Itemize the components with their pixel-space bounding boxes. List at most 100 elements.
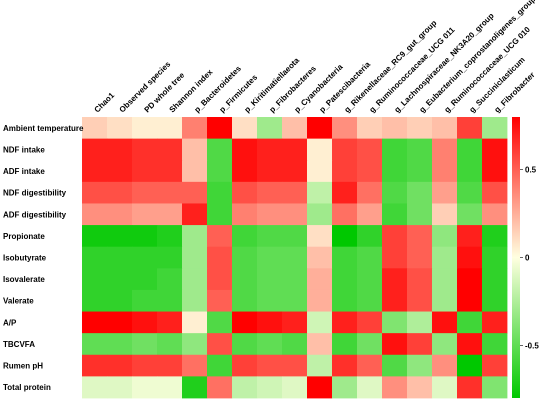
heatmap-cell [307,268,333,291]
heatmap-cell [332,376,358,399]
heatmap-cell [382,203,408,226]
heatmap-cell [482,354,508,377]
heatmap-cell [282,181,308,204]
heatmap-cell [232,160,258,183]
heatmap-cell [482,181,508,204]
heatmap-cell [332,246,358,269]
heatmap-cell [82,203,108,226]
heatmap-cell [432,203,458,226]
heatmap-cell [107,333,133,356]
heatmap-cell [407,311,433,334]
heatmap-cell [232,203,258,226]
heatmap-cell [357,160,383,183]
heatmap-cell [182,354,208,377]
heatmap-cell [457,354,483,377]
heatmap-cell [182,203,208,226]
heatmap-cell [282,117,308,140]
heatmap-cell [407,181,433,204]
heatmap-cell [307,203,333,226]
heatmap-cell [157,225,183,248]
heatmap-cell [107,268,133,291]
heatmap-cell [207,225,233,248]
column-label: Shannon index [168,67,215,114]
heatmap-cell [332,354,358,377]
row-label: Total protein [3,383,51,392]
heatmap-cell [232,311,258,334]
heatmap-cell [157,268,183,291]
heatmap-cell [282,268,308,291]
heatmap-cell [207,138,233,161]
heatmap-cell [157,311,183,334]
heatmap-cell [482,225,508,248]
heatmap-cell [282,160,308,183]
heatmap-cell [232,333,258,356]
heatmap-cell [157,289,183,312]
heatmap-cell [132,311,158,334]
heatmap-cell [457,203,483,226]
colorbar-tick-label: 0 [525,254,530,263]
heatmap-cell [107,138,133,161]
heatmap-cell [82,268,108,291]
heatmap-cell [107,311,133,334]
heatmap-cell [207,376,233,399]
heatmap-cell [107,289,133,312]
heatmap-cell [257,289,283,312]
heatmap-cell [357,354,383,377]
heatmap-cell [232,376,258,399]
heatmap-cell [157,246,183,269]
heatmap-cell [82,289,108,312]
heatmap-cell [357,225,383,248]
heatmap-cell [107,181,133,204]
heatmap-cell [307,376,333,399]
heatmap-cell [357,203,383,226]
heatmap-cell [382,246,408,269]
heatmap-cell [382,268,408,291]
heatmap-cell [207,203,233,226]
heatmap-cell [482,311,508,334]
heatmap-cell [482,268,508,291]
heatmap-cell [132,138,158,161]
heatmap-cell [232,268,258,291]
heatmap-cell [357,311,383,334]
heatmap-cell [432,354,458,377]
heatmap-cell [482,138,508,161]
heatmap-cell [82,225,108,248]
heatmap-cell [282,246,308,269]
heatmap-cell [282,138,308,161]
heatmap-cell [157,354,183,377]
heatmap-cell [132,268,158,291]
heatmap-cell [482,246,508,269]
heatmap-cell [307,225,333,248]
heatmap-cell [157,181,183,204]
row-label: Ambient temperature [3,124,84,133]
heatmap-cell [457,160,483,183]
heatmap-cell [107,117,133,140]
row-label: Isovalerate [3,275,45,284]
heatmap-cell [382,138,408,161]
heatmap-cell [257,311,283,334]
heatmap-cell [457,246,483,269]
heatmap-cell [182,376,208,399]
heatmap-cell [157,117,183,140]
heatmap-cell [282,376,308,399]
heatmap-cell [232,354,258,377]
heatmap-cell [107,354,133,377]
heatmap-cell [232,246,258,269]
heatmap-cell [357,333,383,356]
heatmap-cell [482,160,508,183]
heatmap-cell [332,225,358,248]
heatmap-cell [182,268,208,291]
heatmap-cell [107,160,133,183]
row-label: TBCVFA [3,340,35,349]
heatmap-cell [357,246,383,269]
heatmap-cell [457,311,483,334]
heatmap-cell [307,117,333,140]
heatmap-cell [257,203,283,226]
heatmap-cell [232,181,258,204]
heatmap-cell [482,376,508,399]
heatmap-cell [332,311,358,334]
heatmap-cell [257,160,283,183]
heatmap-cell [107,225,133,248]
heatmap-cell [207,311,233,334]
heatmap-cell [332,289,358,312]
